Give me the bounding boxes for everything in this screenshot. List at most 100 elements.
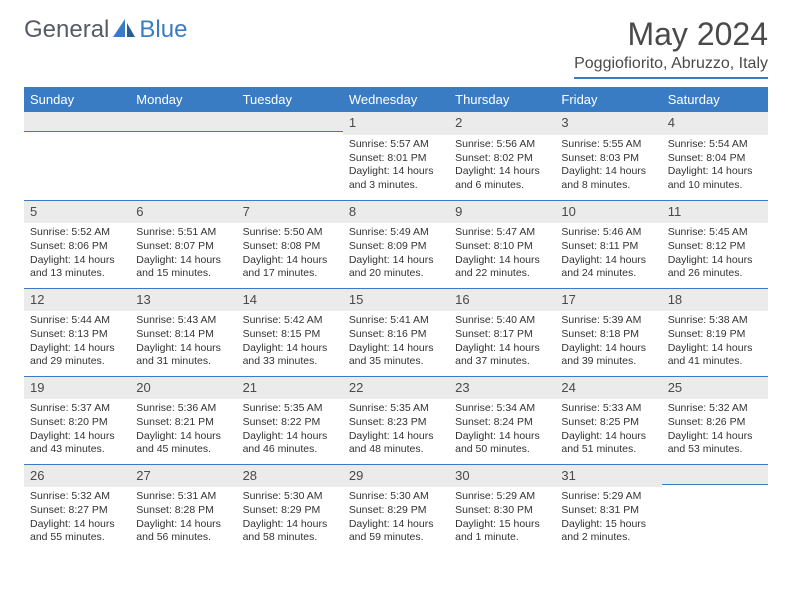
calendar-cell: 19Sunrise: 5:37 AMSunset: 8:20 PMDayligh… [24,376,130,464]
empty-day-bar [24,112,130,132]
calendar-cell: 8Sunrise: 5:49 AMSunset: 8:09 PMDaylight… [343,200,449,288]
page-title: May 2024 [574,16,768,53]
calendar-cell: 16Sunrise: 5:40 AMSunset: 8:17 PMDayligh… [449,288,555,376]
daylight-text: Daylight: 14 hours [455,342,549,356]
daylight-text-cont: and 20 minutes. [349,267,443,281]
calendar-cell: 28Sunrise: 5:30 AMSunset: 8:29 PMDayligh… [237,464,343,552]
day-details: Sunrise: 5:56 AMSunset: 8:02 PMDaylight:… [449,135,555,197]
sunset-text: Sunset: 8:02 PM [455,152,549,166]
sunrise-text: Sunrise: 5:30 AM [349,490,443,504]
sunset-text: Sunset: 8:22 PM [243,416,337,430]
sunset-text: Sunset: 8:11 PM [561,240,655,254]
daylight-text-cont: and 29 minutes. [30,355,124,369]
calendar-table: Sunday Monday Tuesday Wednesday Thursday… [24,87,768,552]
calendar-cell: 11Sunrise: 5:45 AMSunset: 8:12 PMDayligh… [662,200,768,288]
calendar-cell: 22Sunrise: 5:35 AMSunset: 8:23 PMDayligh… [343,376,449,464]
day-number: 9 [449,201,555,224]
sail-icon [111,17,137,44]
calendar-cell: 18Sunrise: 5:38 AMSunset: 8:19 PMDayligh… [662,288,768,376]
day-details: Sunrise: 5:33 AMSunset: 8:25 PMDaylight:… [555,399,661,461]
calendar-cell: 25Sunrise: 5:32 AMSunset: 8:26 PMDayligh… [662,376,768,464]
day-number: 6 [130,201,236,224]
calendar-cell [130,112,236,200]
day-number: 31 [555,465,661,488]
calendar-row: 19Sunrise: 5:37 AMSunset: 8:20 PMDayligh… [24,376,768,464]
daylight-text-cont: and 8 minutes. [561,179,655,193]
sunset-text: Sunset: 8:09 PM [349,240,443,254]
sunset-text: Sunset: 8:25 PM [561,416,655,430]
empty-day-bar [237,112,343,132]
sunrise-text: Sunrise: 5:31 AM [136,490,230,504]
calendar-cell: 9Sunrise: 5:47 AMSunset: 8:10 PMDaylight… [449,200,555,288]
day-details: Sunrise: 5:38 AMSunset: 8:19 PMDaylight:… [662,311,768,373]
day-details: Sunrise: 5:32 AMSunset: 8:26 PMDaylight:… [662,399,768,461]
empty-day-bar [662,465,768,485]
daylight-text-cont: and 55 minutes. [30,531,124,545]
sunrise-text: Sunrise: 5:42 AM [243,314,337,328]
sunset-text: Sunset: 8:27 PM [30,504,124,518]
daylight-text-cont: and 6 minutes. [455,179,549,193]
calendar-cell: 26Sunrise: 5:32 AMSunset: 8:27 PMDayligh… [24,464,130,552]
day-details: Sunrise: 5:39 AMSunset: 8:18 PMDaylight:… [555,311,661,373]
weekday-header: Saturday [662,87,768,112]
day-details: Sunrise: 5:46 AMSunset: 8:11 PMDaylight:… [555,223,661,285]
calendar-cell: 12Sunrise: 5:44 AMSunset: 8:13 PMDayligh… [24,288,130,376]
sunset-text: Sunset: 8:20 PM [30,416,124,430]
sunrise-text: Sunrise: 5:29 AM [455,490,549,504]
day-number: 22 [343,377,449,400]
sunset-text: Sunset: 8:21 PM [136,416,230,430]
sunset-text: Sunset: 8:15 PM [243,328,337,342]
day-details: Sunrise: 5:54 AMSunset: 8:04 PMDaylight:… [662,135,768,197]
day-number: 20 [130,377,236,400]
daylight-text-cont: and 58 minutes. [243,531,337,545]
weekday-header: Tuesday [237,87,343,112]
sunrise-text: Sunrise: 5:29 AM [561,490,655,504]
title-block: May 2024 Poggiofiorito, Abruzzo, Italy [574,16,768,79]
daylight-text: Daylight: 14 hours [668,165,762,179]
sunset-text: Sunset: 8:26 PM [668,416,762,430]
day-number: 13 [130,289,236,312]
calendar-cell: 21Sunrise: 5:35 AMSunset: 8:22 PMDayligh… [237,376,343,464]
daylight-text: Daylight: 14 hours [668,430,762,444]
day-details: Sunrise: 5:35 AMSunset: 8:22 PMDaylight:… [237,399,343,461]
daylight-text: Daylight: 14 hours [243,342,337,356]
sunset-text: Sunset: 8:01 PM [349,152,443,166]
daylight-text-cont: and 15 minutes. [136,267,230,281]
sunset-text: Sunset: 8:18 PM [561,328,655,342]
day-details: Sunrise: 5:40 AMSunset: 8:17 PMDaylight:… [449,311,555,373]
day-details: Sunrise: 5:49 AMSunset: 8:09 PMDaylight:… [343,223,449,285]
sunset-text: Sunset: 8:03 PM [561,152,655,166]
daylight-text-cont: and 56 minutes. [136,531,230,545]
daylight-text: Daylight: 14 hours [455,254,549,268]
calendar-cell: 13Sunrise: 5:43 AMSunset: 8:14 PMDayligh… [130,288,236,376]
daylight-text: Daylight: 14 hours [455,165,549,179]
day-details: Sunrise: 5:29 AMSunset: 8:30 PMDaylight:… [449,487,555,549]
day-number: 23 [449,377,555,400]
calendar-cell: 4Sunrise: 5:54 AMSunset: 8:04 PMDaylight… [662,112,768,200]
daylight-text-cont: and 22 minutes. [455,267,549,281]
day-details: Sunrise: 5:42 AMSunset: 8:15 PMDaylight:… [237,311,343,373]
location-label: Poggiofiorito, Abruzzo, Italy [574,55,768,79]
day-number: 30 [449,465,555,488]
sunset-text: Sunset: 8:24 PM [455,416,549,430]
daylight-text-cont: and 46 minutes. [243,443,337,457]
day-number: 24 [555,377,661,400]
logo-text-general: General [24,16,109,44]
day-details: Sunrise: 5:44 AMSunset: 8:13 PMDaylight:… [24,311,130,373]
daylight-text: Daylight: 14 hours [561,254,655,268]
day-details: Sunrise: 5:37 AMSunset: 8:20 PMDaylight:… [24,399,130,461]
calendar-cell [237,112,343,200]
sunrise-text: Sunrise: 5:30 AM [243,490,337,504]
day-details: Sunrise: 5:57 AMSunset: 8:01 PMDaylight:… [343,135,449,197]
sunrise-text: Sunrise: 5:35 AM [349,402,443,416]
day-details: Sunrise: 5:50 AMSunset: 8:08 PMDaylight:… [237,223,343,285]
weekday-header: Friday [555,87,661,112]
calendar-cell: 5Sunrise: 5:52 AMSunset: 8:06 PMDaylight… [24,200,130,288]
calendar-cell: 31Sunrise: 5:29 AMSunset: 8:31 PMDayligh… [555,464,661,552]
daylight-text: Daylight: 14 hours [349,430,443,444]
weekday-header: Monday [130,87,236,112]
day-details: Sunrise: 5:32 AMSunset: 8:27 PMDaylight:… [24,487,130,549]
weekday-header: Thursday [449,87,555,112]
calendar-cell: 29Sunrise: 5:30 AMSunset: 8:29 PMDayligh… [343,464,449,552]
sunset-text: Sunset: 8:30 PM [455,504,549,518]
